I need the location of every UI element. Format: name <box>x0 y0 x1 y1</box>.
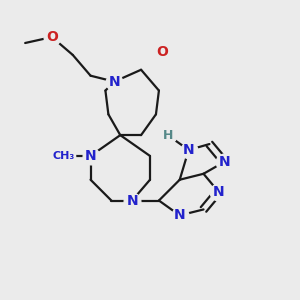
Text: N: N <box>212 184 224 199</box>
Text: N: N <box>183 143 194 157</box>
Text: N: N <box>174 208 185 222</box>
Text: H: H <box>163 129 173 142</box>
Text: N: N <box>218 155 230 169</box>
Text: N: N <box>85 149 96 163</box>
Text: O: O <box>156 45 168 59</box>
Text: N: N <box>126 194 138 208</box>
Text: O: O <box>46 30 58 44</box>
Text: CH₃: CH₃ <box>53 151 75 161</box>
Text: N: N <box>109 75 120 88</box>
